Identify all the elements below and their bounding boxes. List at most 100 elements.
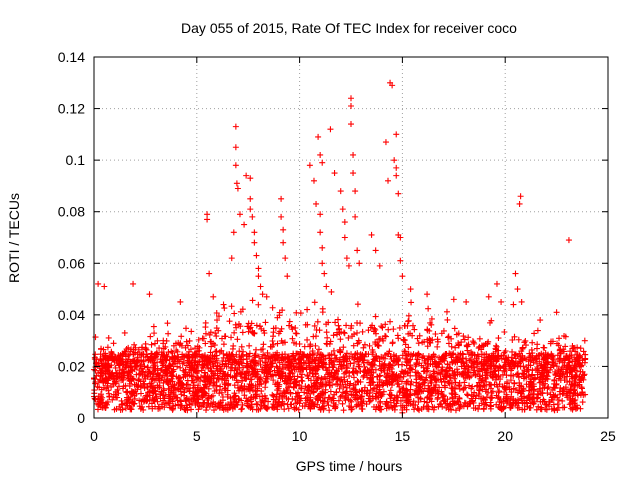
data-point: [470, 405, 477, 412]
data-point: [327, 388, 334, 395]
data-point: [390, 326, 397, 333]
data-point: [142, 375, 149, 382]
data-point: [253, 322, 260, 329]
data-point: [211, 407, 218, 414]
data-point: [165, 330, 172, 337]
data-point: [417, 375, 424, 382]
data-point: [541, 355, 548, 362]
data-point: [400, 369, 407, 376]
data-point: [220, 354, 227, 361]
data-point: [163, 366, 170, 373]
data-point: [182, 344, 189, 351]
data-point: [95, 280, 102, 287]
data-point: [98, 367, 105, 374]
data-point: [259, 346, 266, 353]
data-point: [366, 390, 373, 397]
data-point: [201, 384, 208, 391]
data-point: [145, 369, 152, 376]
data-point: [350, 170, 357, 177]
data-point: [337, 348, 344, 355]
data-point: [515, 336, 522, 343]
data-point: [367, 374, 374, 381]
data-point: [130, 280, 137, 287]
data-point: [508, 389, 515, 396]
data-point: [412, 402, 419, 409]
data-point: [216, 386, 223, 393]
data-point: [407, 386, 414, 393]
data-point: [532, 356, 539, 363]
data-point: [371, 357, 378, 364]
data-point: [136, 367, 143, 374]
data-point: [572, 396, 579, 403]
data-point: [554, 352, 561, 359]
data-point: [186, 401, 193, 408]
data-point: [374, 339, 381, 346]
data-point: [167, 378, 174, 385]
data-point: [233, 180, 240, 187]
data-point: [475, 345, 482, 352]
data-point: [254, 368, 261, 375]
data-point: [348, 398, 355, 405]
data-point: [500, 403, 507, 410]
data-point: [191, 352, 198, 359]
data-point: [435, 364, 442, 371]
data-point: [320, 390, 327, 397]
data-point: [147, 355, 154, 362]
data-point: [527, 404, 534, 411]
data-point: [114, 386, 121, 393]
data-point: [116, 367, 123, 374]
data-point: [170, 393, 177, 400]
data-point: [579, 368, 586, 375]
data-point: [185, 359, 192, 366]
data-point: [427, 319, 434, 326]
data-point: [281, 389, 288, 396]
data-point: [344, 378, 351, 385]
data-point: [348, 351, 355, 358]
data-point: [352, 188, 359, 195]
data-point: [246, 325, 253, 332]
data-point: [204, 216, 211, 223]
data-point: [358, 393, 365, 400]
data-point: [105, 334, 112, 341]
data-point: [275, 399, 282, 406]
data-point: [147, 333, 154, 340]
data-point: [414, 356, 421, 363]
data-point: [379, 324, 386, 331]
data-point: [467, 356, 474, 363]
data-point: [315, 133, 322, 140]
data-point: [310, 388, 317, 395]
data-point: [418, 406, 425, 413]
data-point: [443, 404, 450, 411]
data-point: [226, 356, 233, 363]
data-point: [517, 193, 524, 200]
data-point: [254, 401, 261, 408]
data-point: [254, 360, 261, 367]
data-point: [127, 364, 134, 371]
data-point: [375, 389, 382, 396]
data-point: [151, 330, 158, 337]
data-point: [150, 397, 157, 404]
data-point: [244, 364, 251, 371]
data-point: [387, 392, 394, 399]
data-point: [533, 406, 540, 413]
data-point: [248, 358, 255, 365]
data-point: [198, 403, 205, 410]
data-point: [110, 391, 117, 398]
data-point: [186, 337, 193, 344]
data-point: [421, 385, 428, 392]
data-point: [566, 355, 573, 362]
data-point: [174, 394, 181, 401]
data-point: [199, 353, 206, 360]
data-point: [312, 379, 319, 386]
data-point: [495, 335, 502, 342]
data-point: [490, 362, 497, 369]
data-point: [151, 359, 158, 366]
data-point: [243, 353, 250, 360]
data-point: [413, 369, 420, 376]
data-point: [102, 404, 109, 411]
data-point: [461, 336, 468, 343]
data-point: [553, 380, 560, 387]
data-point: [132, 349, 139, 356]
data-point: [461, 362, 468, 369]
